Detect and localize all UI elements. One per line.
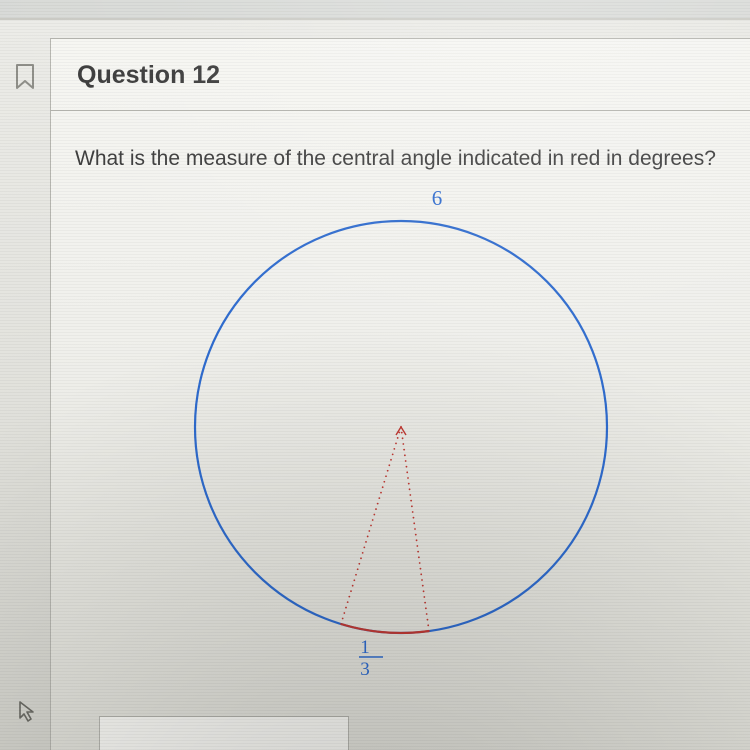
question-prompt: What is the measure of the central angle… [75, 147, 726, 171]
question-title: Question 12 [77, 61, 724, 90]
question-panel: Question 12 What is the measure of the c… [50, 38, 750, 750]
question-header: Question 12 [51, 39, 750, 111]
svg-text:3: 3 [360, 659, 370, 680]
question-body: What is the measure of the central angle… [51, 111, 750, 709]
bookmark-icon[interactable] [14, 63, 36, 91]
circle-diagram: 6 13 [141, 175, 661, 685]
svg-text:1: 1 [360, 637, 370, 658]
screen-area: Question 12 What is the measure of the c… [0, 18, 750, 750]
cursor-icon [18, 700, 36, 722]
svg-text:6: 6 [431, 186, 442, 210]
answer-input[interactable] [99, 716, 349, 750]
